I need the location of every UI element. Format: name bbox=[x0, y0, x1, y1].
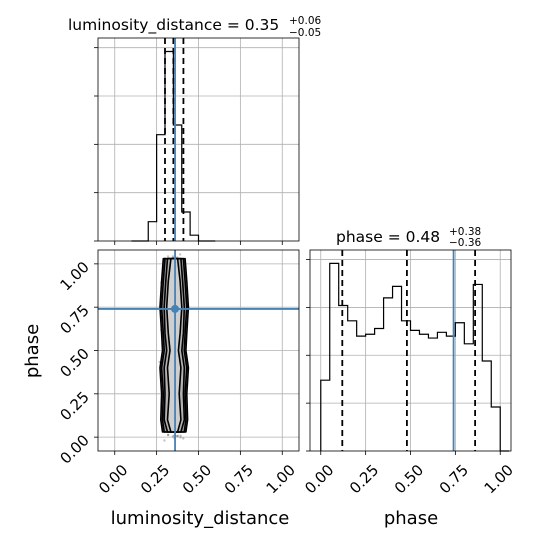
phase-title-upper-error: +0.38 bbox=[449, 226, 481, 238]
joint-sample-point bbox=[163, 439, 166, 442]
joint-xtick-label-0: 0.00 bbox=[95, 461, 131, 497]
phase-title: phase = 0.48 bbox=[336, 228, 440, 246]
joint-xtick-label-4: 1.00 bbox=[263, 461, 299, 497]
phase-xtick-label-4: 1.00 bbox=[481, 461, 517, 497]
joint-sample-point bbox=[171, 255, 175, 258]
luminosity-title-upper-error: +0.06 bbox=[289, 15, 321, 27]
phase-histogram-ticks: 0.00 0.25 0.50 0.75 1.00 bbox=[301, 259, 517, 497]
phase-histogram-line bbox=[320, 262, 510, 452]
luminosity-histogram-grid bbox=[98, 38, 299, 241]
luminosity-title: luminosity_distance = 0.35 bbox=[68, 16, 279, 35]
y-axis-label-phase: phase bbox=[22, 324, 43, 378]
luminosity-histogram-panel: luminosity_distance = 0.35 +0.06 −0.05 bbox=[68, 15, 321, 245]
phase-quantile-lines bbox=[341, 250, 477, 451]
joint-ytick-label-0: 0.00 bbox=[56, 431, 92, 467]
phase-histogram-steps bbox=[320, 262, 510, 452]
luminosity-quantile-lines bbox=[164, 38, 185, 241]
joint-ytick-label-4: 1.00 bbox=[56, 258, 92, 294]
phase-title-lower-error: −0.36 bbox=[449, 237, 481, 249]
luminosity-histogram-ticks bbox=[94, 47, 283, 245]
joint-density-truth-lines bbox=[98, 250, 299, 451]
joint-sample-point bbox=[167, 433, 170, 437]
joint-ytick-label-1: 0.25 bbox=[56, 388, 92, 424]
phase-xtick-label-0: 0.00 bbox=[301, 461, 337, 497]
luminosity-title-lower-error: −0.05 bbox=[289, 27, 321, 39]
phase-xtick-label-2: 0.50 bbox=[391, 461, 427, 497]
joint-sample-point bbox=[179, 434, 182, 437]
joint-sample-point bbox=[182, 437, 185, 440]
phase-xtick-label-1: 0.25 bbox=[346, 461, 382, 497]
joint-density-grid bbox=[98, 250, 299, 451]
x-axis-label-phase: phase bbox=[384, 508, 438, 529]
joint-sample-point bbox=[171, 435, 174, 438]
joint-xtick-label-1: 0.25 bbox=[137, 461, 173, 497]
joint-xtick-label-3: 0.75 bbox=[221, 461, 257, 497]
joint-ytick-label-3: 0.75 bbox=[56, 301, 92, 337]
phase-histogram-panel: 0.00 0.25 0.50 0.75 1.00 phase = 0.48 +0.38 … bbox=[301, 226, 517, 529]
joint-ytick-label-2: 0.50 bbox=[56, 345, 92, 381]
joint-density-panel: 0.00 0.25 0.50 0.75 1.000.000.250.500.751.00… bbox=[22, 249, 300, 529]
phase-histogram-grid bbox=[310, 250, 511, 451]
joint-sample-point bbox=[176, 434, 179, 437]
joint-sample-point bbox=[166, 255, 170, 258]
phase-xtick-label-3: 0.75 bbox=[436, 461, 472, 497]
x-axis-label-luminosity: luminosity_distance bbox=[111, 508, 290, 529]
joint-sample-point bbox=[176, 435, 179, 438]
joint-xtick-label-2: 0.50 bbox=[179, 461, 215, 497]
joint-sample-point bbox=[166, 433, 170, 437]
joint-truth-marker bbox=[171, 304, 180, 313]
joint-sample-point bbox=[179, 436, 182, 439]
joint-sample-point bbox=[179, 253, 182, 256]
